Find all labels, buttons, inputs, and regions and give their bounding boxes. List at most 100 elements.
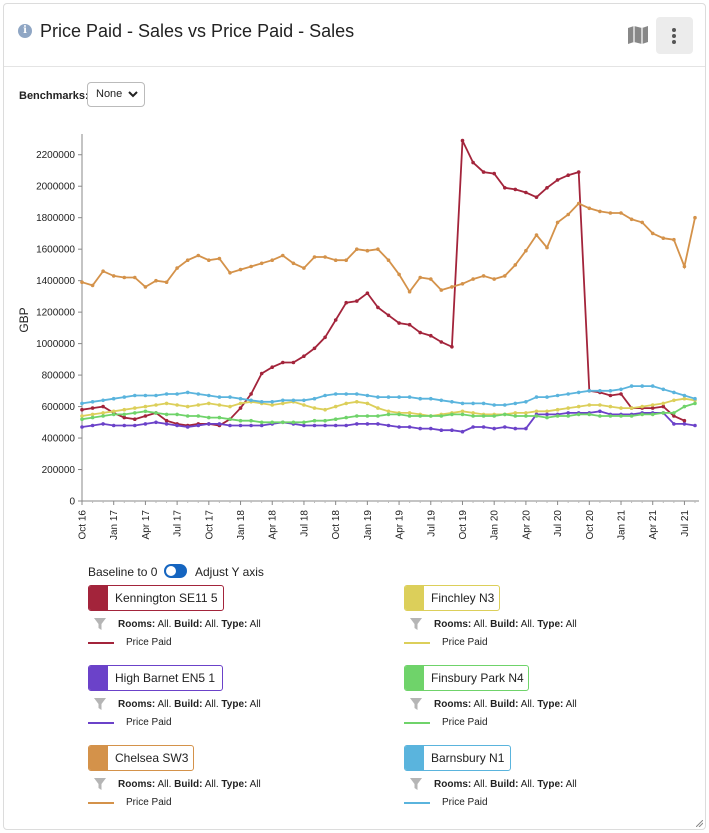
data-point[interactable]	[503, 412, 507, 417]
data-point[interactable]	[534, 414, 539, 418]
data-point[interactable]	[407, 411, 412, 415]
data-point[interactable]	[175, 412, 179, 417]
data-point[interactable]	[661, 236, 666, 240]
data-point[interactable]	[576, 201, 581, 206]
data-point[interactable]	[503, 186, 507, 190]
data-point[interactable]	[196, 403, 201, 407]
data-point[interactable]	[587, 412, 592, 417]
data-point[interactable]	[534, 233, 539, 237]
area-chip[interactable]: Kennington SE11 5	[88, 585, 224, 611]
data-point[interactable]	[513, 411, 518, 415]
data-point[interactable]	[249, 418, 253, 423]
data-point[interactable]	[460, 412, 465, 417]
data-point[interactable]	[228, 271, 232, 275]
data-point[interactable]	[397, 321, 401, 325]
data-point[interactable]	[629, 384, 634, 388]
data-point[interactable]	[143, 422, 148, 426]
data-point[interactable]	[619, 387, 623, 392]
data-point[interactable]	[122, 407, 127, 412]
data-point[interactable]	[365, 401, 370, 406]
data-point[interactable]	[576, 404, 581, 409]
data-point[interactable]	[524, 190, 528, 195]
data-point[interactable]	[450, 345, 454, 349]
data-point[interactable]	[259, 371, 264, 376]
data-point[interactable]	[598, 389, 602, 393]
data-point[interactable]	[524, 248, 528, 253]
data-point[interactable]	[302, 403, 306, 407]
data-point[interactable]	[217, 403, 222, 407]
data-point[interactable]	[90, 423, 95, 428]
data-point[interactable]	[471, 414, 475, 418]
data-point[interactable]	[629, 217, 634, 222]
data-point[interactable]	[397, 272, 401, 277]
data-point[interactable]	[439, 414, 444, 418]
data-point[interactable]	[450, 400, 454, 404]
data-point[interactable]	[386, 313, 391, 318]
data-point[interactable]	[587, 206, 592, 211]
data-point[interactable]	[228, 395, 232, 399]
data-point[interactable]	[185, 414, 190, 418]
data-point[interactable]	[238, 396, 243, 401]
data-point[interactable]	[291, 360, 296, 365]
data-point[interactable]	[80, 280, 84, 284]
data-point[interactable]	[122, 415, 127, 420]
data-point[interactable]	[481, 414, 486, 418]
data-point[interactable]	[376, 247, 380, 251]
data-point[interactable]	[418, 396, 423, 401]
data-point[interactable]	[682, 393, 687, 398]
data-point[interactable]	[619, 414, 623, 418]
data-point[interactable]	[545, 412, 549, 417]
data-point[interactable]	[397, 425, 401, 429]
data-point[interactable]	[143, 409, 148, 414]
data-point[interactable]	[111, 274, 116, 278]
data-point[interactable]	[513, 426, 518, 431]
data-point[interactable]	[333, 392, 338, 396]
data-point[interactable]	[80, 425, 84, 429]
data-point[interactable]	[693, 396, 697, 401]
data-point[interactable]	[281, 398, 285, 403]
data-point[interactable]	[661, 411, 666, 415]
data-point[interactable]	[365, 393, 370, 398]
data-point[interactable]	[281, 420, 285, 425]
data-point[interactable]	[365, 414, 370, 418]
data-point[interactable]	[291, 398, 296, 403]
data-point[interactable]	[122, 275, 127, 280]
data-point[interactable]	[355, 422, 359, 426]
data-point[interactable]	[333, 404, 338, 409]
data-point[interactable]	[101, 398, 105, 403]
data-point[interactable]	[207, 393, 211, 398]
data-point[interactable]	[333, 417, 338, 422]
data-point[interactable]	[460, 401, 465, 406]
data-point[interactable]	[650, 406, 655, 410]
data-point[interactable]	[196, 253, 201, 258]
data-point[interactable]	[143, 414, 148, 418]
data-point[interactable]	[619, 211, 623, 215]
map-icon[interactable]	[627, 25, 649, 45]
data-point[interactable]	[333, 258, 338, 262]
data-point[interactable]	[672, 237, 676, 242]
data-point[interactable]	[323, 393, 327, 398]
data-point[interactable]	[101, 422, 105, 426]
data-point[interactable]	[133, 417, 137, 422]
data-point[interactable]	[450, 412, 454, 417]
data-point[interactable]	[693, 215, 697, 220]
data-point[interactable]	[503, 274, 507, 278]
data-point[interactable]	[545, 415, 549, 420]
data-point[interactable]	[513, 263, 518, 267]
data-point[interactable]	[471, 277, 475, 281]
data-point[interactable]	[344, 401, 349, 406]
data-point[interactable]	[429, 426, 433, 431]
data-point[interactable]	[682, 264, 687, 269]
data-point[interactable]	[154, 278, 158, 283]
data-point[interactable]	[460, 138, 465, 143]
data-point[interactable]	[376, 395, 380, 399]
data-point[interactable]	[259, 400, 264, 404]
data-point[interactable]	[207, 401, 211, 406]
data-point[interactable]	[312, 255, 317, 259]
data-point[interactable]	[228, 423, 232, 428]
data-point[interactable]	[534, 409, 539, 414]
data-point[interactable]	[682, 418, 687, 423]
data-point[interactable]	[355, 392, 359, 396]
data-point[interactable]	[344, 300, 349, 305]
area-chip[interactable]: Finchley N3	[404, 585, 500, 611]
